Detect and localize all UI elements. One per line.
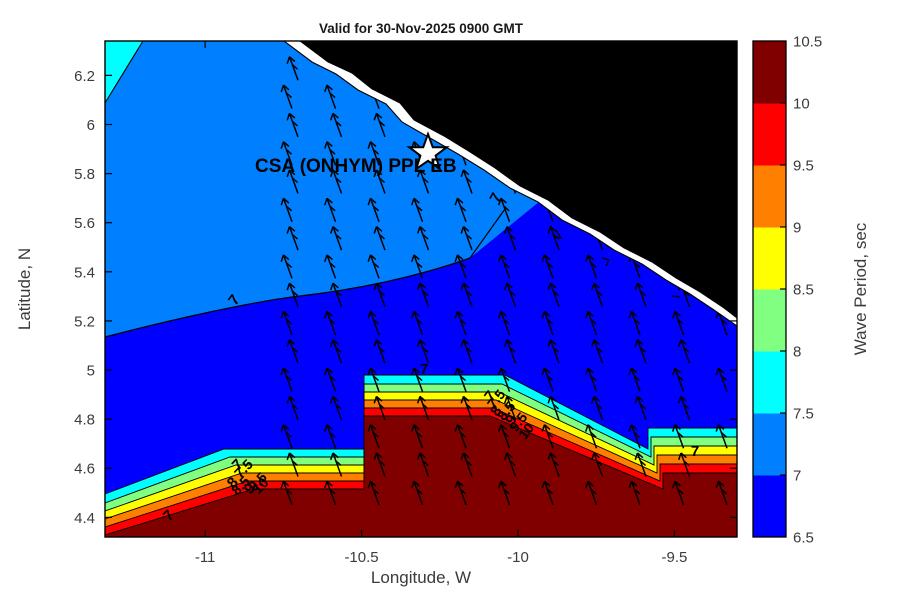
colorbar-band-7-7.5[interactable]	[753, 413, 786, 476]
contour-line-8-plateau	[105, 383, 737, 504]
plot-frame	[104, 40, 738, 538]
colorbar-tick-label: 7.5	[793, 406, 814, 423]
coastline-detail-marks	[399, 83, 681, 298]
page-title: Valid for 30-Nov-2025 0900 GMT	[319, 21, 524, 36]
band-10-10.5-core	[105, 416, 737, 537]
station-marker-star-icon	[406, 131, 450, 172]
colorbar-band-9.5-10[interactable]	[753, 103, 786, 166]
colorbar-tick-label: 10	[793, 96, 810, 113]
plateau-contour-stack	[105, 374, 737, 537]
colorbar-tick-label: 9	[793, 220, 801, 237]
colorbar-tick-label: 9.5	[793, 158, 814, 175]
colorbar-band-7.5-8[interactable]	[753, 351, 786, 414]
contour-label: 7	[420, 361, 428, 378]
x-axis-label: Longitude, W	[371, 568, 471, 587]
colorbar-band-8.5-9[interactable]	[753, 227, 786, 290]
contour-label: 7	[691, 443, 699, 460]
colorbar-ticks: 6.5 7 7.5 8 8.5 9 9.5 10 10.5	[780, 34, 822, 547]
y-tick-label: 5.2	[74, 313, 95, 330]
x-tick-label: -9.5	[661, 549, 687, 566]
contour-line-7.5-plateau	[105, 374, 737, 495]
colorbar-label: Wave Period, sec	[851, 222, 870, 355]
y-tick-label: 5.4	[74, 264, 95, 281]
colorbar-tick-label: 8.5	[793, 282, 814, 299]
coastline-outer-edge	[299, 41, 737, 319]
contour-line-7-nw-front	[105, 257, 471, 338]
y-tick-label: 5	[87, 363, 95, 380]
contour-line-7-coast-seg	[469, 208, 506, 259]
y-tick-label: 6	[87, 117, 95, 134]
landmass	[300, 41, 737, 318]
colorbar-tick-label: 6.5	[793, 530, 814, 547]
station-label: CSA (ONHYM) PPL EB	[255, 156, 457, 177]
colorbar-band-6.5-7[interactable]	[753, 475, 786, 538]
contour-line-9.5-plateau	[105, 407, 737, 528]
y-tick-label: 4.4	[74, 510, 95, 527]
y-tick-label: 5.8	[74, 166, 95, 183]
contour-line-9-plateau	[105, 399, 737, 520]
colorbar[interactable]	[753, 41, 786, 538]
x-tick-label: -10.5	[344, 549, 378, 566]
y-axis-ticks: 4.4 4.6 4.8 5 5.2 5.4 5.6 5.8 6 6.2	[74, 68, 737, 527]
contour-line-8.5-plateau	[105, 391, 737, 512]
y-axis-label: Latitude, N	[15, 248, 34, 330]
colorbar-band-10-10.5[interactable]	[753, 41, 786, 104]
colorbar-band-8-8.5[interactable]	[753, 289, 786, 352]
x-tick-label: -10	[507, 549, 529, 566]
coastline-inner-edge	[283, 41, 737, 327]
x-tick-label: -11	[195, 549, 216, 566]
colorbar-tick-label: 8	[793, 344, 801, 361]
x-axis-ticks: -11 -10.5 -10 -9.5	[195, 41, 687, 566]
colorbar-tick-label: 10.5	[793, 34, 822, 51]
y-tick-label: 4.8	[74, 412, 95, 429]
y-tick-label: 4.6	[74, 461, 95, 478]
contour-line-7.5-nw	[105, 41, 144, 104]
y-tick-label: 5.6	[74, 215, 95, 232]
colorbar-band-9-9.5[interactable]	[753, 165, 786, 228]
y-tick-label: 6.2	[74, 68, 95, 85]
colorbar-tick-label: 7	[793, 468, 801, 485]
